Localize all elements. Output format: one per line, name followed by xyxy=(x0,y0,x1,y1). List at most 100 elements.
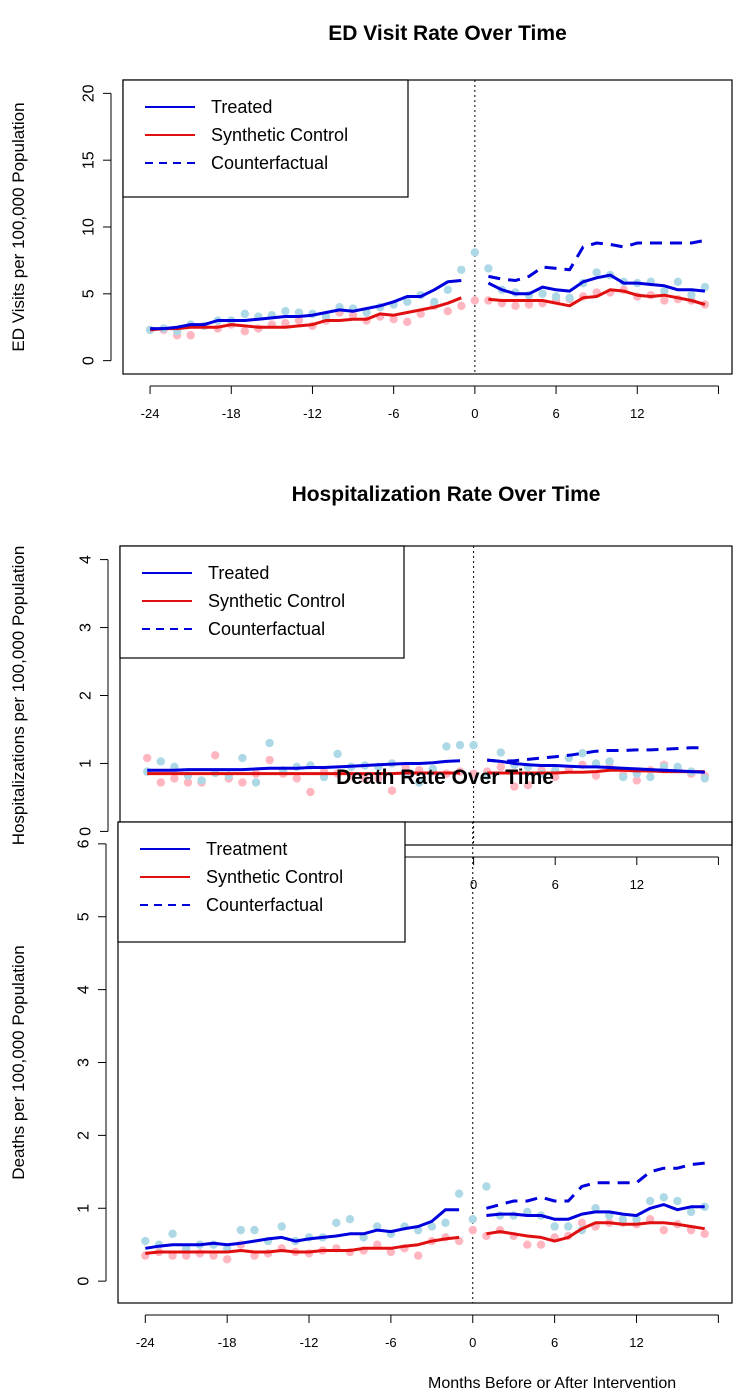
treated-series-line-pre xyxy=(147,759,461,772)
x-tick-label: 6 xyxy=(552,406,559,421)
control-point xyxy=(238,778,247,787)
treated-point xyxy=(496,748,505,757)
control-point xyxy=(413,1251,423,1260)
treated-point xyxy=(427,1222,437,1231)
y-tick-label: 1 xyxy=(78,759,95,768)
control-point xyxy=(510,782,519,791)
treated-point xyxy=(265,738,274,748)
counterfactual-series-line xyxy=(486,1161,705,1210)
treated-point xyxy=(700,1202,709,1212)
control-point xyxy=(250,1251,259,1260)
plot-frame xyxy=(117,821,733,1304)
x-tick-label: 6 xyxy=(551,1335,558,1350)
x-tick-label: 0 xyxy=(469,1335,476,1350)
control-point xyxy=(373,1240,382,1249)
treated-point xyxy=(673,1196,682,1206)
y-axis-label: Deaths per 100,000 Population xyxy=(9,945,28,1179)
control-point xyxy=(281,319,290,328)
treated-point xyxy=(484,264,493,273)
y-tick-label: 15 xyxy=(81,151,98,169)
treated-point xyxy=(442,742,451,751)
x-tick-label: -18 xyxy=(222,406,241,421)
control-point xyxy=(469,769,478,778)
counterfactual-series-line xyxy=(488,238,706,282)
x-tick-label: -24 xyxy=(136,1335,155,1350)
treated-point xyxy=(250,1225,259,1235)
control-point xyxy=(632,776,641,785)
treated-point xyxy=(156,757,165,766)
x-tick-label: 6 xyxy=(552,877,559,892)
y-tick-label: 0 xyxy=(76,1277,93,1286)
treated-point xyxy=(550,1222,559,1231)
treated-point xyxy=(605,757,614,766)
treated-point xyxy=(238,753,247,763)
legend-box xyxy=(122,79,409,198)
control-point xyxy=(523,1240,532,1249)
y-tick-label: 0 xyxy=(78,827,95,836)
chart-title: Death Rate Over Time xyxy=(336,766,554,789)
hospitalization-panel: Hospitalization Rate Over Time Hospitaliz… xyxy=(9,483,733,892)
legend-label: Counterfactual xyxy=(211,153,328,173)
x-tick-label: 12 xyxy=(629,1335,643,1350)
control-point xyxy=(222,1255,232,1264)
control-point xyxy=(211,751,220,760)
treated-point xyxy=(455,740,465,750)
control-point xyxy=(659,1225,668,1235)
control-point xyxy=(470,296,480,305)
legend-label: Counterfactual xyxy=(208,619,325,639)
control-point xyxy=(292,774,301,783)
treated-point xyxy=(415,778,424,787)
chart-title: Hospitalization Rate Over Time xyxy=(292,483,601,506)
treated-point xyxy=(457,265,466,274)
death-panel: Death Rate Over Time Deaths per 100,000 P… xyxy=(9,766,733,1350)
control-point xyxy=(700,1229,709,1238)
treated-series-line-post xyxy=(487,758,705,774)
control-point xyxy=(496,762,505,772)
control-point xyxy=(348,311,358,320)
legend-label: Synthetic Control xyxy=(206,867,343,887)
treated-point xyxy=(443,285,452,295)
y-tick-label: 0 xyxy=(81,356,98,365)
y-tick-label: 2 xyxy=(76,1131,93,1140)
y-tick-label: 20 xyxy=(81,84,98,102)
control-point xyxy=(443,306,452,316)
treated-point xyxy=(240,309,249,319)
y-tick-label: 3 xyxy=(76,1058,93,1067)
treated-point xyxy=(182,1244,191,1253)
control-point xyxy=(170,774,179,783)
legend-label: Treated xyxy=(211,97,272,117)
legend-label: Synthetic Control xyxy=(211,125,348,145)
x-axis-label: Months Before or After Intervention xyxy=(428,1375,676,1392)
control-point xyxy=(168,1251,177,1260)
treated-point xyxy=(251,778,261,787)
treated-point xyxy=(359,1233,368,1242)
treated-point xyxy=(646,772,655,782)
treated-series-line-pre xyxy=(150,279,462,331)
treated-point xyxy=(469,740,478,750)
treated-point xyxy=(294,308,304,317)
treated-point xyxy=(197,776,206,785)
treated-point xyxy=(592,268,601,277)
control-point xyxy=(524,300,534,309)
treated-point xyxy=(332,1218,341,1228)
control-point xyxy=(306,787,315,797)
x-tick-label: -6 xyxy=(388,406,400,421)
treated-point xyxy=(141,1236,150,1246)
control-point xyxy=(551,772,560,782)
y-axis-label: ED Visits per 100,000 Population xyxy=(9,102,28,351)
y-tick-label: 4 xyxy=(76,985,93,994)
y-tick-label: 3 xyxy=(78,623,95,632)
control-point xyxy=(209,1251,218,1260)
control-point xyxy=(387,786,397,795)
treated-point xyxy=(673,277,683,286)
control-point xyxy=(577,1218,587,1228)
treated-point xyxy=(686,1207,696,1217)
control-series-line-post xyxy=(488,288,706,308)
control-point xyxy=(360,774,369,783)
y-tick-label: 1 xyxy=(76,1204,93,1213)
y-tick-label: 6 xyxy=(76,839,93,848)
legend-box xyxy=(117,821,406,943)
treated-point xyxy=(619,772,628,782)
treated-point xyxy=(281,306,290,316)
